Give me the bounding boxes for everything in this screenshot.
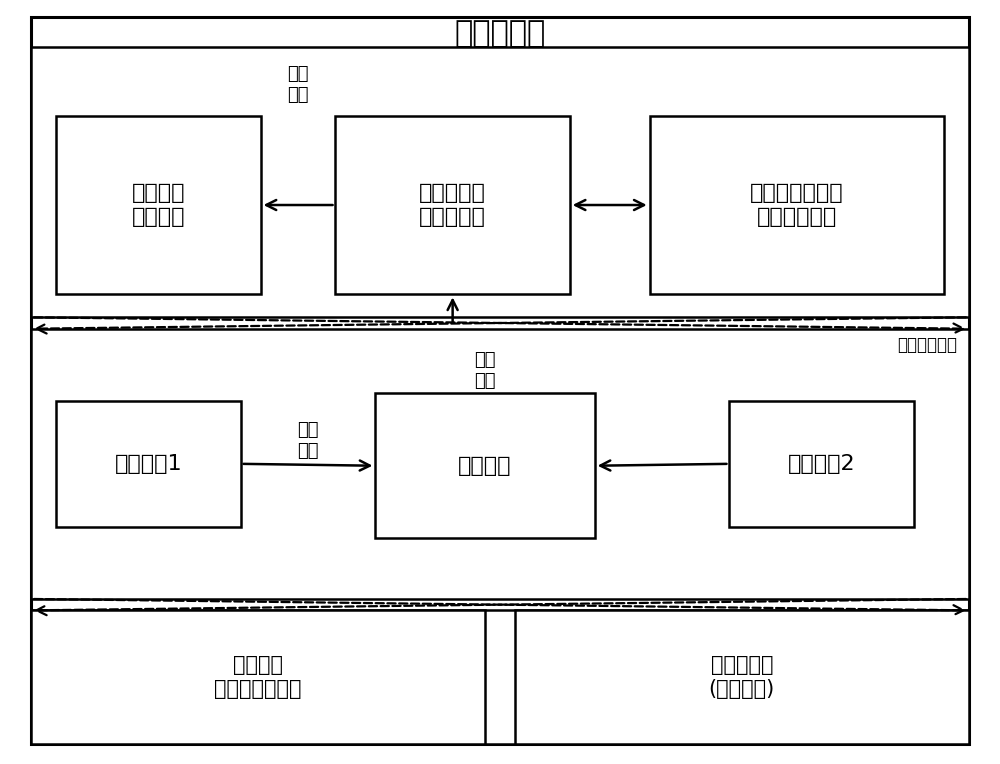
Text: 扩展页表1: 扩展页表1 bbox=[115, 454, 182, 474]
Text: 关键数据
（非共享部分）: 关键数据 （非共享部分） bbox=[214, 656, 302, 698]
Text: 非关键数据
(共享部分): 非关键数据 (共享部分) bbox=[709, 656, 775, 698]
Bar bbox=[31, 610, 969, 743]
Bar bbox=[650, 115, 944, 294]
Text: 访问
特征: 访问 特征 bbox=[297, 421, 319, 460]
Text: 虚拟机监控
器交互模块: 虚拟机监控 器交互模块 bbox=[419, 183, 486, 227]
Text: 用户请求
处理模块: 用户请求 处理模块 bbox=[132, 183, 185, 227]
Bar bbox=[515, 610, 969, 743]
Bar bbox=[375, 393, 595, 538]
Text: 特征
反馈: 特征 反馈 bbox=[287, 66, 309, 104]
Text: 特征
反馈: 特征 反馈 bbox=[474, 351, 496, 390]
Text: 扩展页表异常截
获与处理模块: 扩展页表异常截 获与处理模块 bbox=[750, 183, 843, 227]
Bar bbox=[729, 401, 914, 526]
Text: 行为学习: 行为学习 bbox=[458, 456, 512, 476]
Text: 虚拟机监控器: 虚拟机监控器 bbox=[897, 336, 957, 354]
Text: 扩展页表2: 扩展页表2 bbox=[788, 454, 855, 474]
Bar bbox=[31, 329, 969, 599]
Text: 客户虚拟机: 客户虚拟机 bbox=[454, 19, 546, 48]
Bar bbox=[56, 115, 261, 294]
Bar bbox=[31, 610, 485, 743]
Bar bbox=[335, 115, 570, 294]
Bar bbox=[31, 47, 969, 317]
Bar bbox=[56, 401, 241, 526]
